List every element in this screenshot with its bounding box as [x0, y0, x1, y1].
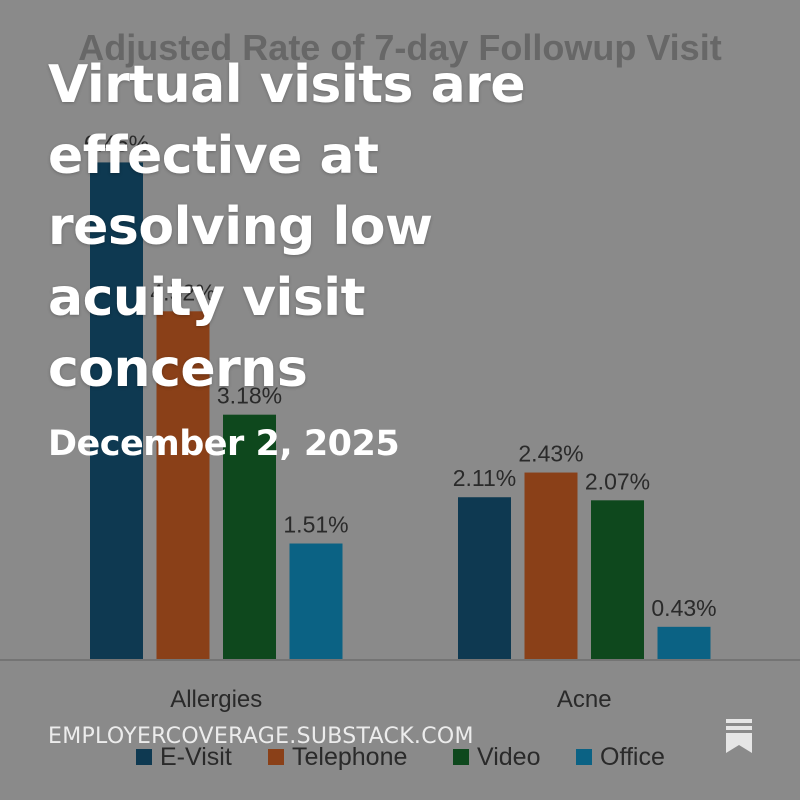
category-labels-group: Allergies Acne: [170, 686, 611, 713]
value-labels-group: 6.45% 4.52% 3.18% 1.51% 2.11%2.43%2.07% 0.43%: [84, 130, 717, 620]
legend-label: Video: [477, 743, 541, 771]
bar-video-allergies: [223, 414, 276, 660]
bar-office-allergies: [289, 543, 343, 660]
value-label: 4.52%: [150, 279, 215, 305]
legend-swatch: [268, 749, 284, 765]
category-label: Acne: [557, 686, 612, 713]
post-header: Virtual visits are effective at resolvin…: [48, 50, 608, 465]
legend-swatch: [576, 749, 592, 765]
category-label: Allergies: [170, 686, 262, 713]
value-label: 2.07%: [585, 468, 650, 494]
bar-video-acne: [591, 500, 644, 660]
post-title[interactable]: Virtual visits are effective at resolvin…: [48, 55, 526, 399]
legend: E-Visit Telephone Video Office: [136, 743, 665, 771]
site-domain[interactable]: EMPLOYERCOVERAGE.SUBSTACK.COM: [48, 724, 474, 749]
value-label: 6.45%: [84, 130, 149, 156]
bar-telephone-acne: [524, 472, 578, 660]
value-label: 2.11%: [453, 465, 517, 491]
bar-e-visit-acne: [458, 497, 511, 660]
bar-office-acne: [657, 626, 711, 660]
legend-swatch: [453, 749, 469, 765]
legend-label: Office: [600, 743, 665, 771]
legend-swatch: [136, 749, 152, 765]
bookmark-icon[interactable]: [724, 718, 754, 754]
post-date: December 2, 2025: [48, 424, 400, 464]
legend-label: Telephone: [292, 743, 407, 771]
value-label: 1.51%: [283, 512, 348, 538]
bar-telephone-allergies: [156, 311, 210, 660]
bar-e-visit-allergies: [90, 162, 143, 660]
value-label: 0.43%: [651, 595, 716, 621]
legend-label: E-Visit: [160, 743, 232, 771]
value-label: 2.43%: [518, 441, 583, 467]
value-label: 3.18%: [217, 383, 282, 409]
bars-group: [90, 162, 711, 660]
chart-title: Adjusted Rate of 7-day Followup Visit: [78, 27, 721, 68]
